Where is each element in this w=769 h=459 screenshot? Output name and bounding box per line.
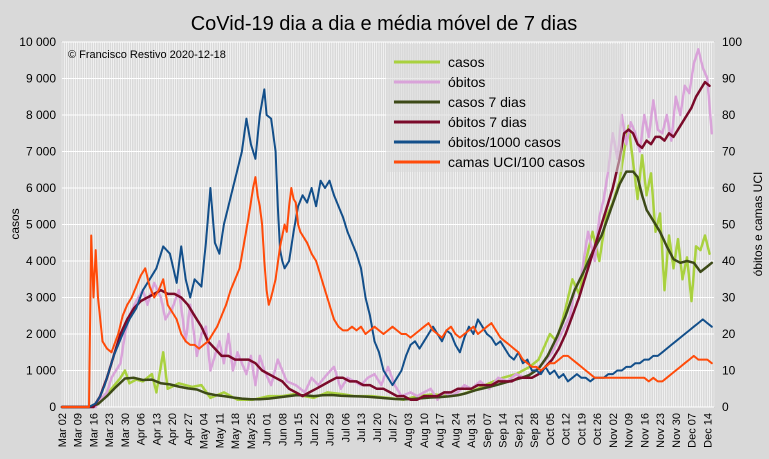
- x-tick-label: Oct 19: [576, 413, 588, 445]
- x-axis-ticks: Mar 02 Mar 09 Mar 16 Mar 23 Mar 30 Apr 06 Apr …: [57, 413, 714, 449]
- y-right-tick-label: 80: [722, 108, 736, 122]
- x-tick-label: Aug 10: [419, 413, 431, 448]
- chart-title: CoVid-19 dia a dia e média móvel de 7 di…: [191, 13, 578, 35]
- y-left-tick-label: 0: [49, 400, 56, 414]
- x-tick-label: Sep 07: [482, 413, 494, 448]
- x-tick-label: Aug 17: [435, 413, 447, 448]
- x-tick-label: Sep 14: [498, 413, 510, 448]
- x-tick-label: Jul 20: [372, 413, 384, 442]
- x-tick-label: Mar 16: [88, 413, 100, 447]
- y-left-tick-label: 10 000: [19, 35, 56, 49]
- x-tick-label: Dec 14: [702, 413, 714, 448]
- legend-label-casos: casos: [448, 54, 485, 70]
- x-tick-label: Jun 29: [325, 413, 337, 446]
- credit-text: © Francisco Restivo 2020-12-18: [68, 49, 226, 61]
- y-right-tick-label: 0: [722, 400, 729, 414]
- y-right-tick-label: 90: [722, 72, 736, 86]
- x-tick-label: Dec 07: [687, 413, 699, 448]
- x-tick-label: Mar 30: [120, 413, 132, 447]
- y-right-tick-label: 20: [722, 327, 736, 341]
- y-right-tick-label: 10: [722, 364, 736, 378]
- x-tick-label: May 04: [199, 413, 211, 449]
- x-tick-label: Nov 09: [624, 413, 636, 448]
- series-line-camas-uci-100-casos: [61, 176, 713, 408]
- y-left-tick-label: 8 000: [26, 108, 56, 122]
- y-left-tick-label: 5 000: [26, 218, 56, 232]
- x-tick-label: Jun 08: [277, 413, 289, 446]
- x-tick-label: May 25: [246, 413, 258, 449]
- x-tick-label: Mar 02: [57, 413, 69, 447]
- y-left-tick-label: 9 000: [26, 72, 56, 86]
- y-left-tick-label: 4 000: [26, 254, 56, 268]
- x-tick-label: Aug 03: [403, 413, 415, 448]
- series-line-obitos-7-dias: [60, 80, 711, 409]
- y-right-tick-label: 50: [722, 218, 736, 232]
- y-left-tick-label: 6 000: [26, 181, 56, 195]
- series-layer: [60, 48, 714, 409]
- y-right-tick-label: 70: [722, 145, 736, 159]
- x-tick-label: Mar 23: [104, 413, 116, 447]
- y-right-tick-label: 30: [722, 291, 736, 305]
- right-axis-label: óbitos e camas UCI: [751, 172, 765, 277]
- x-tick-label: Nov 23: [655, 413, 667, 448]
- x-tick-label: Jul 13: [356, 413, 368, 442]
- y-left-tick-label: 1 000: [26, 364, 56, 378]
- x-tick-label: May 11: [214, 413, 226, 448]
- legend-label-camas-uci-100-casos: camas UCI/100 casos: [448, 154, 585, 170]
- x-tick-label: Aug 31: [466, 413, 478, 448]
- x-tick-label: Apr 13: [151, 413, 163, 445]
- x-tick-label: Jun 15: [293, 413, 305, 446]
- x-tick-label: Sep 21: [513, 413, 525, 448]
- legend-label-obitos-1000-casos: óbitos/1000 casos: [448, 134, 561, 150]
- legend-label-casos-7-dias: casos 7 dias: [448, 94, 526, 110]
- x-tick-label: Nov 02: [608, 413, 620, 448]
- y-left-tick-label: 3 000: [26, 291, 56, 305]
- x-tick-label: Jun 01: [262, 413, 274, 446]
- legend: casos óbitos casos 7 dias óbitos 7 dias óbit…: [394, 54, 585, 170]
- y-right-tick-label: 100: [722, 35, 742, 49]
- series-line-obitos: [60, 48, 714, 409]
- x-tick-label: Nov 30: [671, 413, 683, 448]
- x-tick-label: May 18: [230, 413, 242, 449]
- x-tick-label: Jun 22: [309, 413, 321, 446]
- x-tick-label: Jul 27: [387, 413, 399, 442]
- x-tick-label: Oct 26: [592, 413, 604, 445]
- x-tick-label: Sep 28: [529, 413, 541, 448]
- x-tick-label: Apr 20: [167, 413, 179, 445]
- left-axis-label: casos: [8, 208, 22, 239]
- y-right-tick-label: 60: [722, 181, 736, 195]
- y-right-tick-label: 40: [722, 254, 736, 268]
- x-tick-label: Oct 05: [545, 413, 557, 445]
- x-tick-label: Oct 12: [561, 413, 573, 445]
- x-tick-label: Apr 27: [183, 413, 195, 445]
- right-axis-ticks: 0 10 20 30 40 50 60 70 80 90 100: [722, 35, 742, 414]
- grid-lines: [61, 41, 715, 408]
- legend-label-obitos-7-dias: óbitos 7 dias: [448, 114, 527, 130]
- x-tick-label: Mar 09: [73, 413, 85, 447]
- x-tick-label: Nov 16: [639, 413, 651, 448]
- y-left-tick-label: 2 000: [26, 327, 56, 341]
- series-line-obitos-1000-casos: [61, 88, 713, 408]
- x-tick-label: Jul 06: [340, 413, 352, 442]
- x-tick-label: Apr 06: [136, 413, 148, 445]
- y-left-tick-label: 7 000: [26, 145, 56, 159]
- left-axis-ticks: 0 1 000 2 000 3 000 4 000 5 000 6 000 7 000 8 00…: [19, 35, 56, 414]
- legend-box: [386, 44, 622, 172]
- x-tick-label: Aug 24: [450, 413, 462, 448]
- legend-label-obitos: óbitos: [448, 74, 485, 90]
